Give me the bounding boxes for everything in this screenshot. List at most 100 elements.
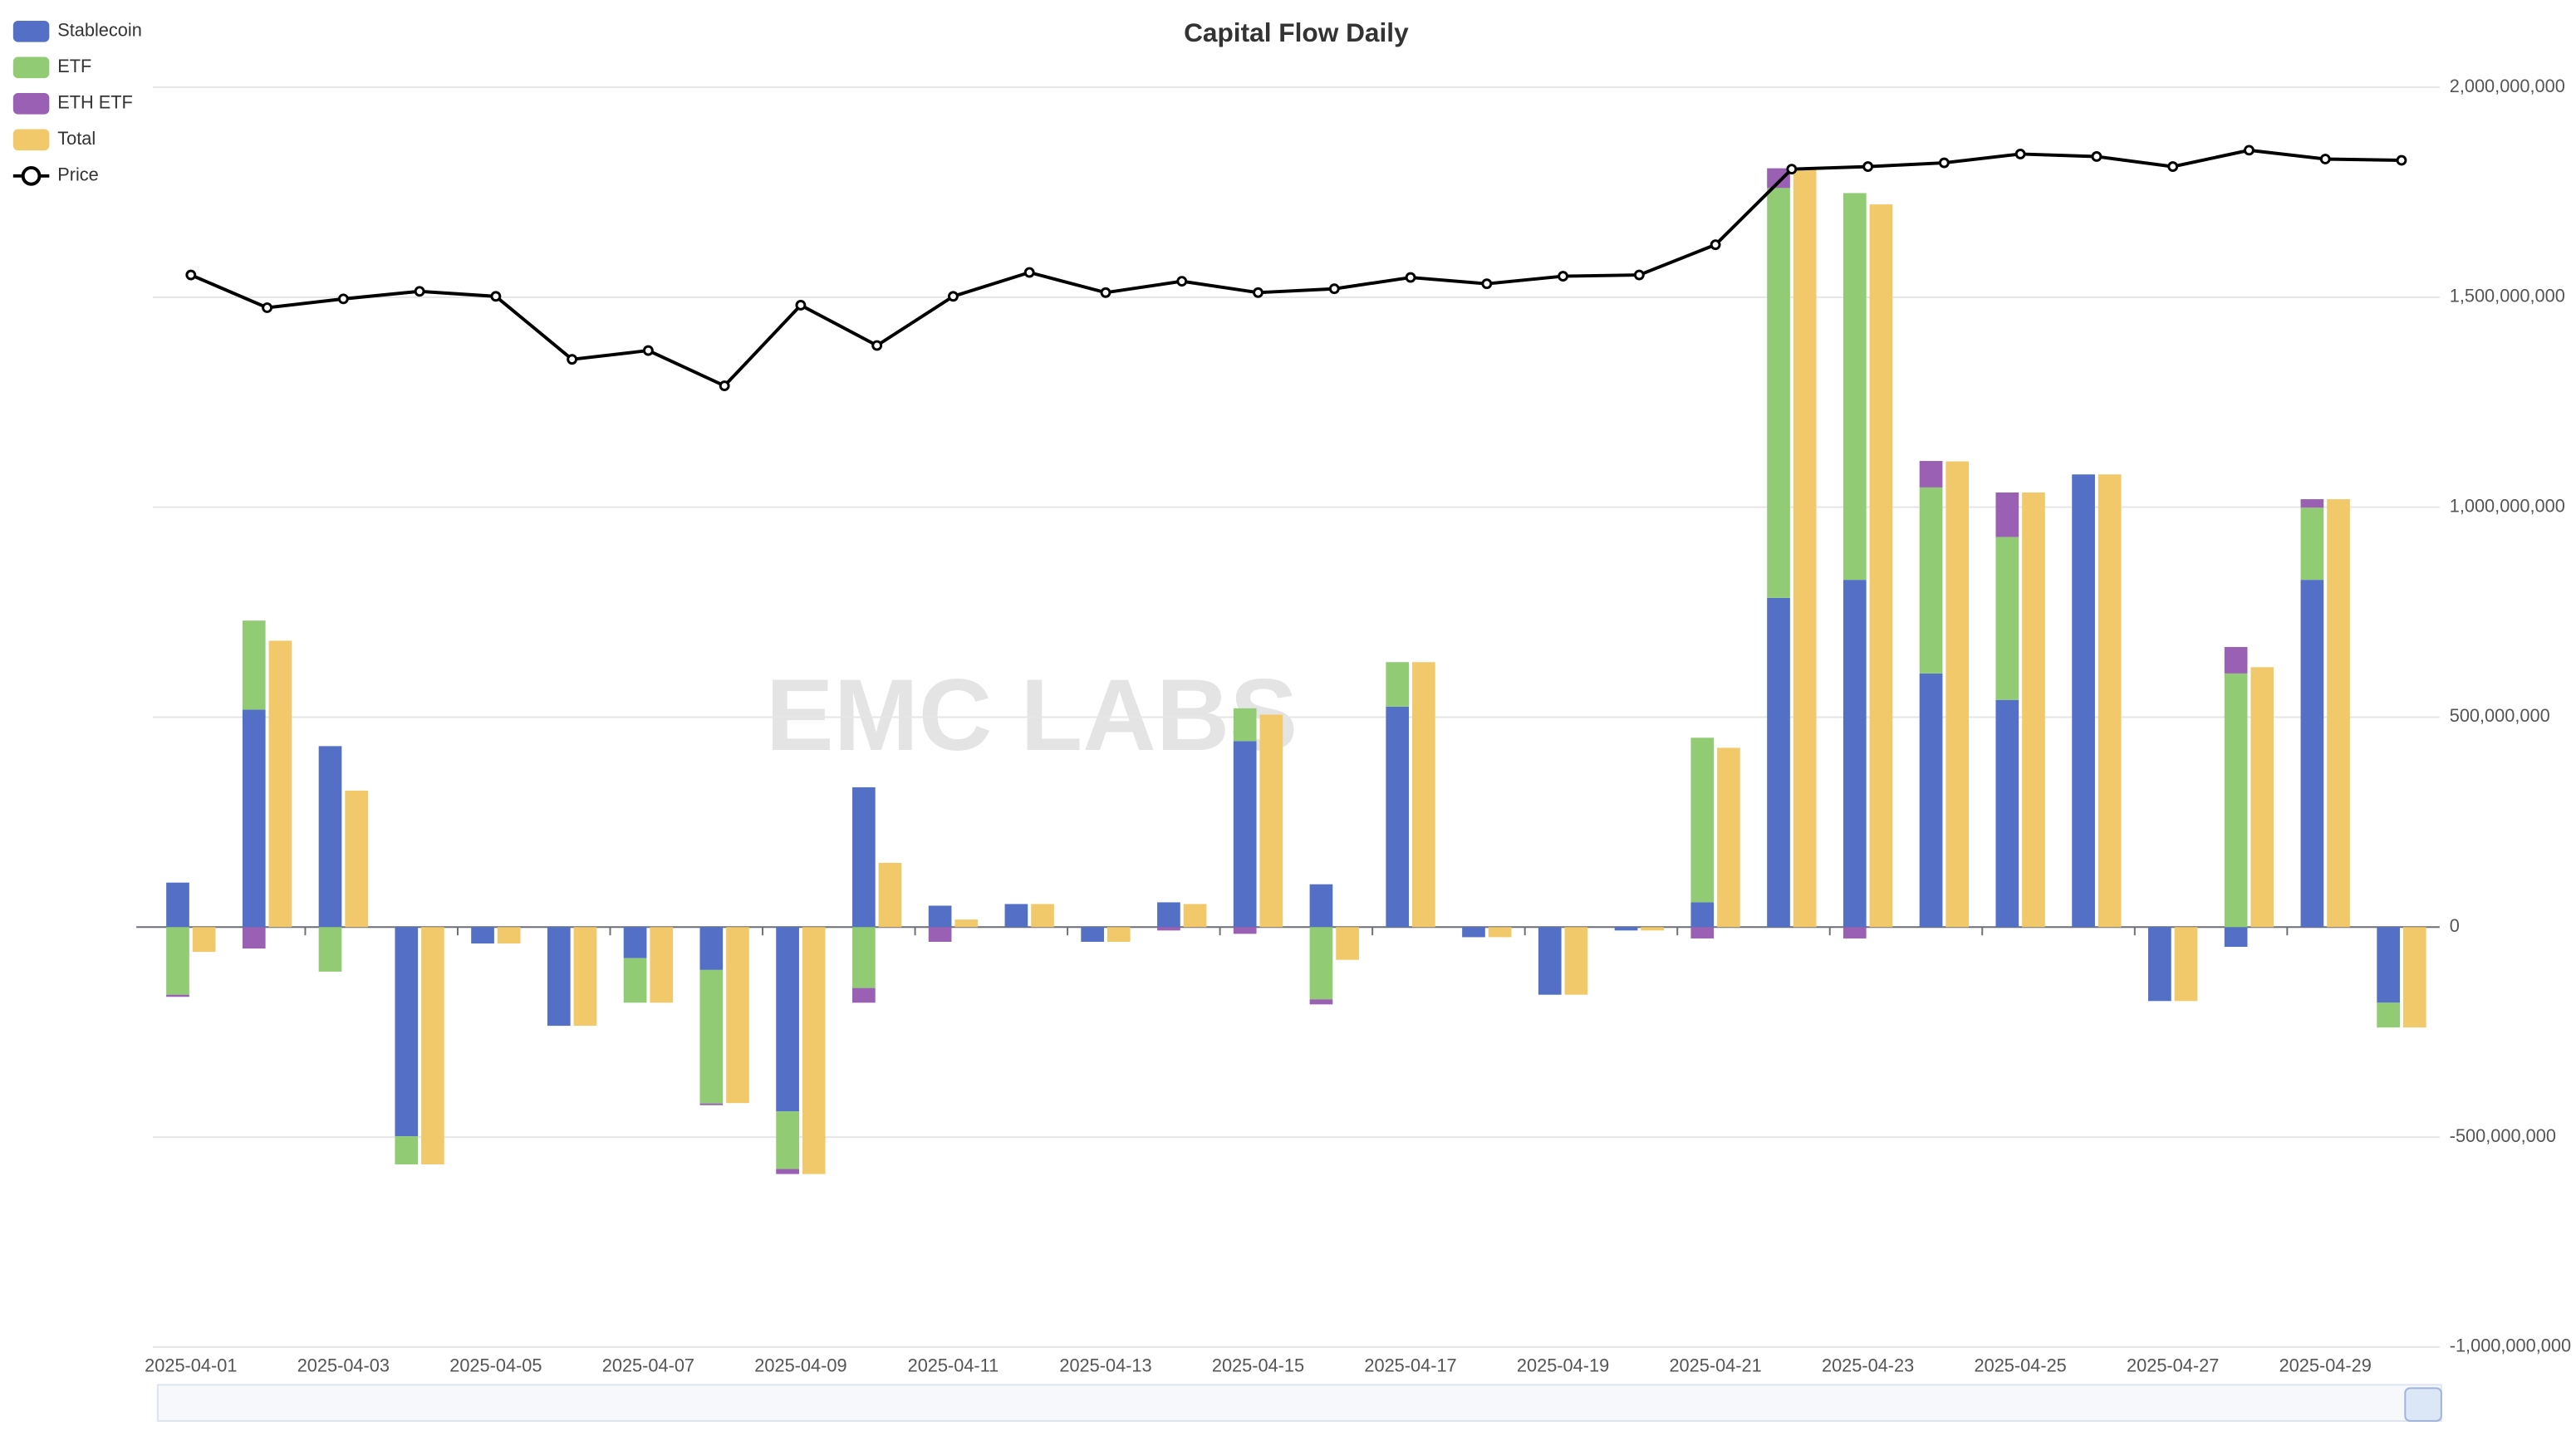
bar (1614, 927, 1638, 931)
bar (2300, 507, 2324, 581)
legend-item[interactable]: Total (12, 128, 96, 151)
bar (1386, 662, 1410, 707)
price-point (567, 354, 578, 365)
bar (2300, 580, 2324, 928)
y-tick-label: 1,500,000,000 (2450, 286, 2565, 306)
legend-swatch (12, 20, 50, 42)
bar (954, 919, 979, 928)
price-point (1633, 269, 1645, 281)
bar (166, 994, 189, 997)
legend-item[interactable]: ETH ETF (12, 92, 133, 115)
bar (1233, 927, 1257, 934)
bar (1259, 714, 1283, 928)
price-point (719, 380, 730, 391)
bar (1157, 927, 1180, 931)
bar (1767, 188, 1790, 598)
bar (2224, 673, 2248, 928)
bar (1157, 902, 1180, 928)
bar (1309, 884, 1333, 928)
bar (395, 927, 419, 1137)
bar (726, 927, 749, 1104)
bar (2377, 1002, 2400, 1028)
bar (928, 905, 952, 928)
bar (776, 1111, 799, 1169)
price-point (1938, 157, 1950, 169)
bar (802, 927, 826, 1174)
bar (928, 927, 952, 942)
bar (776, 927, 799, 1112)
bar (166, 882, 189, 928)
x-tick-label: 2025-04-27 (2127, 1355, 2219, 1375)
legend-item[interactable]: Stablecoin (12, 20, 142, 42)
bar (2022, 492, 2045, 928)
bar (1233, 708, 1257, 742)
price-point (1253, 287, 1263, 298)
bar (2072, 474, 2095, 928)
price-point (2396, 154, 2407, 166)
price-point (2244, 145, 2255, 156)
bar (1842, 193, 1867, 581)
bar (1106, 927, 1131, 942)
bar (699, 927, 724, 970)
bar (1386, 706, 1410, 928)
y-tick-label: 1,000,000,000 (2450, 495, 2565, 516)
price-point (1176, 276, 1188, 287)
x-tick-label: 2025-04-23 (1822, 1355, 1914, 1375)
price-point (871, 340, 883, 351)
bar (2174, 927, 2198, 1002)
price-point (1710, 239, 1721, 251)
price-point (337, 293, 349, 305)
bar (852, 987, 876, 1003)
bar (1690, 902, 1715, 928)
bar (1538, 927, 1562, 995)
bar (623, 927, 647, 958)
bar (497, 927, 521, 944)
legend-swatch (12, 129, 50, 151)
legend-marker (21, 165, 42, 186)
bar (2224, 927, 2248, 948)
y-tick-label: -500,000,000 (2450, 1125, 2556, 1146)
price-point (1481, 278, 1493, 290)
legend-label: Stablecoin (57, 20, 142, 41)
price-point (1558, 271, 1568, 282)
legend-item[interactable]: Price (12, 164, 99, 186)
bar (242, 709, 266, 928)
bar (852, 927, 876, 988)
bar (1995, 699, 2019, 928)
zoom-handle[interactable] (2404, 1387, 2442, 1422)
legend-item[interactable]: ETF (12, 56, 91, 79)
x-tick-label: 2025-04-15 (1212, 1355, 1304, 1375)
price-point (2319, 154, 2331, 164)
x-tick-label: 2025-04-09 (754, 1355, 846, 1375)
x-tick-label: 2025-04-17 (1364, 1355, 1456, 1375)
bar (1233, 741, 1257, 928)
bar (1081, 927, 1104, 942)
bar (776, 1169, 799, 1174)
bar (852, 787, 876, 928)
bar (1309, 927, 1333, 1000)
zoom-slider[interactable] (156, 1384, 2442, 1422)
legend-label: ETF (57, 56, 91, 76)
legend-label: Total (57, 128, 96, 149)
x-tick-label: 2025-04-05 (449, 1355, 542, 1375)
bar (242, 620, 266, 710)
bar (1767, 597, 1790, 928)
bar (1004, 904, 1028, 928)
price-point (2014, 149, 2026, 159)
x-tick-label: 2025-04-25 (1975, 1355, 2067, 1375)
bar (2098, 474, 2122, 928)
bar (1462, 927, 1485, 938)
legend-swatch (12, 56, 50, 79)
bar (2300, 499, 2324, 508)
bar (1793, 168, 1817, 928)
bar (1842, 580, 1867, 928)
bar (1842, 927, 1867, 938)
bar (547, 927, 571, 1027)
bar (623, 958, 647, 1003)
y-tick-label: -1,000,000,000 (2450, 1335, 2571, 1356)
x-tick-label: 2025-04-29 (2279, 1355, 2372, 1375)
bar (1336, 927, 1359, 960)
y-tick-label: 2,000,000,000 (2450, 76, 2565, 96)
bar (1767, 168, 1790, 189)
